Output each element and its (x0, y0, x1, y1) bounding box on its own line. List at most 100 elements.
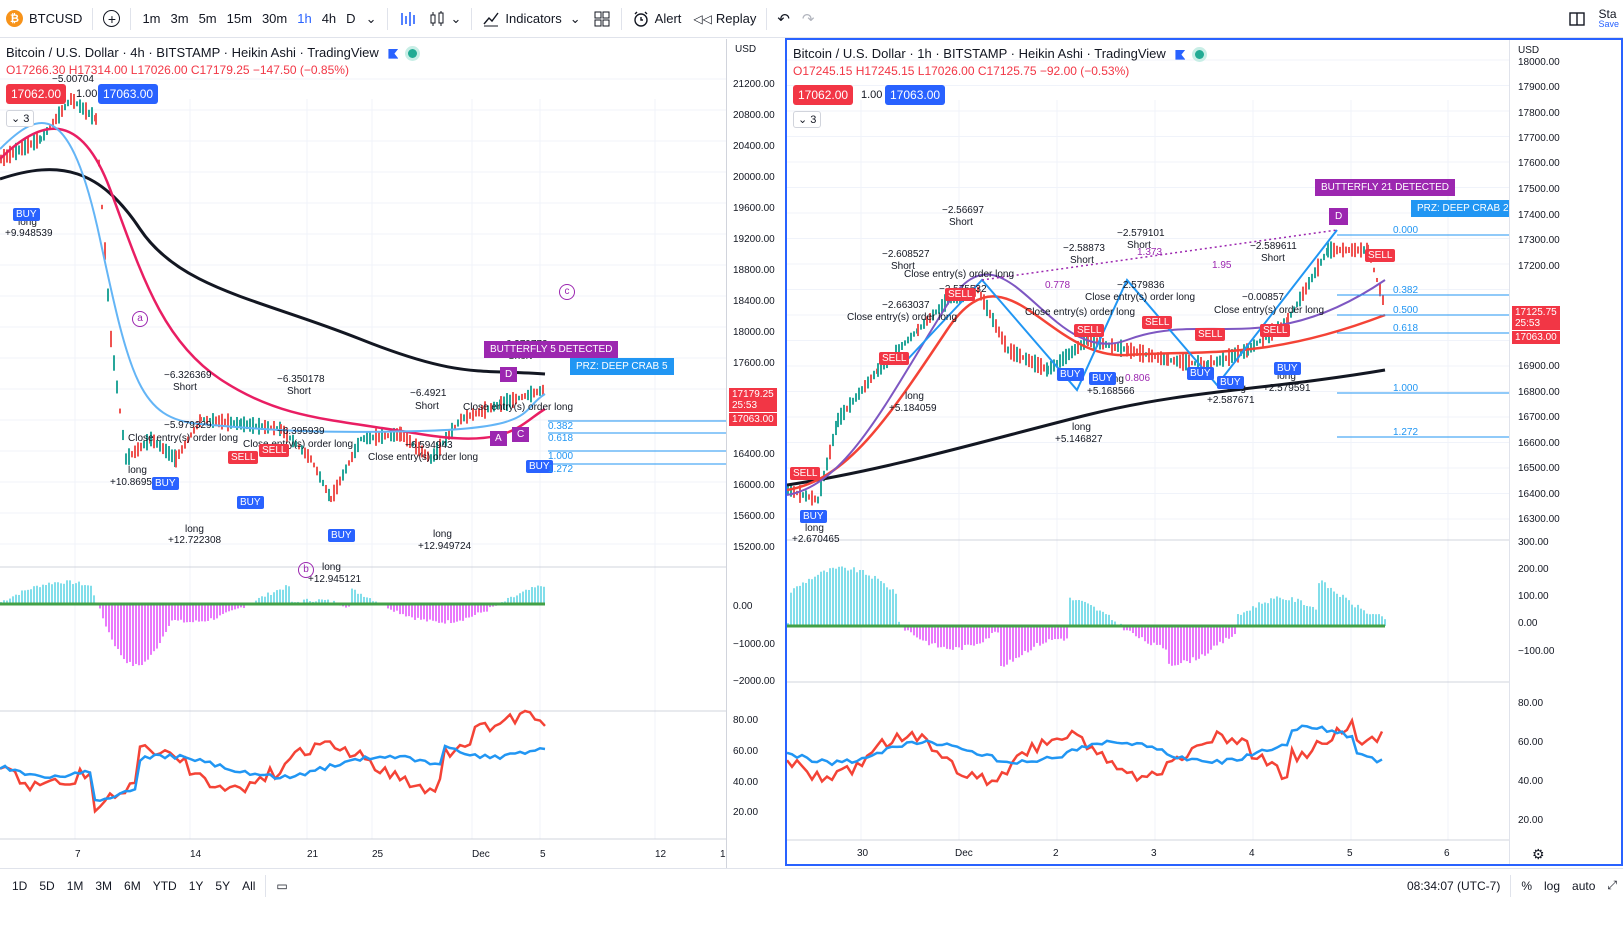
sell-signal-label[interactable]: SELL (790, 467, 821, 480)
indicator-collapse-button[interactable]: ⌄ 3 (6, 110, 35, 127)
buy-signal-label[interactable]: BUY (1217, 376, 1244, 389)
pattern-point-a[interactable]: A (490, 431, 507, 446)
timeframe-3m[interactable]: 3m (170, 11, 189, 26)
histogram-bar (967, 626, 969, 645)
sell-signal-label[interactable]: SELL (1142, 316, 1173, 329)
sell-signal-label[interactable]: SELL (1260, 324, 1291, 337)
prz-label[interactable]: PRZ: DEEP CRAB 21 (1411, 200, 1521, 217)
clock[interactable]: 08:34:07 (UTC-7) (1406, 878, 1501, 893)
pattern-point-d[interactable]: D (500, 367, 518, 382)
timeframe-d[interactable]: D (346, 11, 356, 26)
left-price-scale[interactable]: USD 21200.00 20800.00 20400.00 20000.00 1960… (727, 39, 785, 868)
divider (620, 7, 622, 30)
pattern-point-d[interactable]: D (1329, 208, 1349, 225)
candle-style-button[interactable]: ⌄ (422, 0, 467, 38)
indicator-collapse-button[interactable]: ⌄ 3 (793, 111, 822, 128)
pattern-point-c[interactable]: C (512, 427, 530, 442)
timeframe-5m[interactable]: 5m (198, 11, 217, 26)
undo-icon: ↶ (777, 10, 790, 28)
undo-button[interactable]: ↶ (771, 0, 796, 38)
sell-signal-label[interactable]: SELL (1074, 324, 1105, 337)
wave-label[interactable]: c (559, 284, 575, 300)
sell-signal-label[interactable]: SELL (1365, 249, 1396, 262)
sell-signal-label[interactable]: SELL (879, 352, 910, 365)
butterfly-detected-label[interactable]: BUTTERFLY 5 DETECTED (484, 341, 619, 358)
candle (21, 141, 23, 156)
date-range-button[interactable]: ▭ (270, 879, 293, 893)
sell-signal-label[interactable]: SELL (945, 288, 976, 301)
alert-button[interactable]: Alert (626, 0, 688, 38)
histogram-bar (321, 599, 323, 604)
wave-label[interactable]: a (132, 311, 148, 327)
layout-toggle-button[interactable] (1562, 0, 1592, 38)
redo-button[interactable]: ↷ (796, 0, 821, 38)
ma-long-line (787, 368, 1386, 487)
range-5d[interactable]: 5D (39, 878, 55, 893)
replay-button[interactable]: ◁◁ Replay (687, 0, 762, 38)
range-5y[interactable]: 5Y (215, 878, 231, 893)
range-1m[interactable]: 1M (66, 878, 84, 893)
timeframe-4h[interactable]: 4h (321, 11, 337, 26)
settings-gear-icon[interactable]: ⚙ (1532, 846, 1545, 862)
candle (1354, 242, 1356, 258)
timeframe-30m[interactable]: 30m (261, 11, 288, 26)
range-1d[interactable]: 1D (12, 878, 28, 893)
buy-signal-label[interactable]: BUY (526, 460, 553, 473)
range-1y[interactable]: 1Y (188, 878, 204, 893)
prz-label[interactable]: PRZ: DEEP CRAB 5 (570, 358, 674, 375)
flag-icon[interactable] (388, 48, 399, 59)
candle (240, 418, 242, 430)
buy-price-button[interactable]: 17063.00 (885, 85, 946, 105)
sell-signal-label[interactable]: SELL (1195, 328, 1226, 341)
candle (351, 451, 353, 463)
buy-price-button[interactable]: 17063.00 (98, 84, 159, 104)
buy-signal-label[interactable]: BUY (1274, 362, 1301, 375)
range-all[interactable]: All (242, 878, 256, 893)
right-chart-pane[interactable]: Bitcoin / U.S. Dollar · 1h · BITSTAMP · … (785, 38, 1623, 866)
right-chart-title[interactable]: Bitcoin / U.S. Dollar · 1h · BITSTAMP · … (793, 46, 1205, 61)
left-chart-pane[interactable]: Bitcoin / U.S. Dollar · 4h · BITSTAMP · … (0, 39, 727, 899)
fullscreen-button[interactable]: ⤢ (1601, 878, 1623, 893)
timeframe-1h[interactable]: 1h (297, 11, 312, 26)
buy-signal-label[interactable]: BUY (328, 529, 355, 542)
right-price-scale[interactable]: USD 18000.00 17900.00 17800.00 17700.00 1760… (1509, 40, 1621, 864)
buy-signal-label[interactable]: BUY (800, 510, 827, 523)
histogram-bar (450, 604, 452, 624)
timeframe-15m[interactable]: 15m (226, 11, 252, 26)
range-3m[interactable]: 3M (95, 878, 113, 893)
range-6m[interactable]: 6M (124, 878, 141, 893)
buy-signal-label[interactable]: BUY (237, 496, 264, 509)
candle (273, 420, 275, 436)
buy-signal-label[interactable]: BUY (1057, 368, 1084, 381)
save-button[interactable]: Sta Save (1592, 0, 1623, 38)
candle (430, 454, 432, 464)
timeframe-dropdown-icon[interactable]: ⌄ (365, 10, 377, 26)
buy-signal-label[interactable]: BUY (13, 208, 40, 221)
bar-style-button[interactable] (392, 0, 422, 38)
butterfly-detected-label[interactable]: BUTTERFLY 21 DETECTED (1315, 179, 1455, 196)
symbol-search[interactable]: ₿ BTCUSD (0, 0, 88, 38)
buy-signal-label[interactable]: BUY (1089, 372, 1116, 385)
compare-button[interactable]: + (97, 0, 126, 38)
bottom-toolbar: 1D 5D 1M 3M 6M YTD 1Y 5Y All ▭ 08:34:07 (UTC-7) … (0, 868, 1623, 902)
layouts-button[interactable] (587, 0, 617, 38)
left-chart-title[interactable]: Bitcoin / U.S. Dollar · 4h · BITSTAMP · … (6, 45, 418, 60)
timeframe-1m[interactable]: 1m (142, 11, 161, 26)
wave-label[interactable]: b (298, 562, 314, 578)
range-ytd[interactable]: YTD (152, 878, 177, 893)
sell-signal-label[interactable]: SELL (228, 451, 259, 464)
sell-price-button[interactable]: 17062.00 (6, 84, 67, 104)
buy-signal-label[interactable]: BUY (1187, 367, 1214, 380)
log-toggle[interactable]: log (1544, 878, 1561, 893)
sell-signal-label[interactable]: SELL (259, 444, 290, 457)
buy-signal-label[interactable]: BUY (152, 477, 179, 490)
sell-price-button[interactable]: 17062.00 (793, 85, 854, 105)
histogram-bar (1141, 626, 1143, 638)
left-chart-canvas[interactable] (0, 39, 727, 869)
auto-toggle[interactable]: auto (1572, 878, 1596, 893)
right-chart-canvas[interactable] (787, 40, 1621, 864)
percent-toggle[interactable]: % (1521, 878, 1533, 893)
histogram-bar (1177, 626, 1179, 665)
flag-icon[interactable] (1175, 49, 1186, 60)
indicators-button[interactable]: Indicators ⌄ (476, 0, 586, 38)
